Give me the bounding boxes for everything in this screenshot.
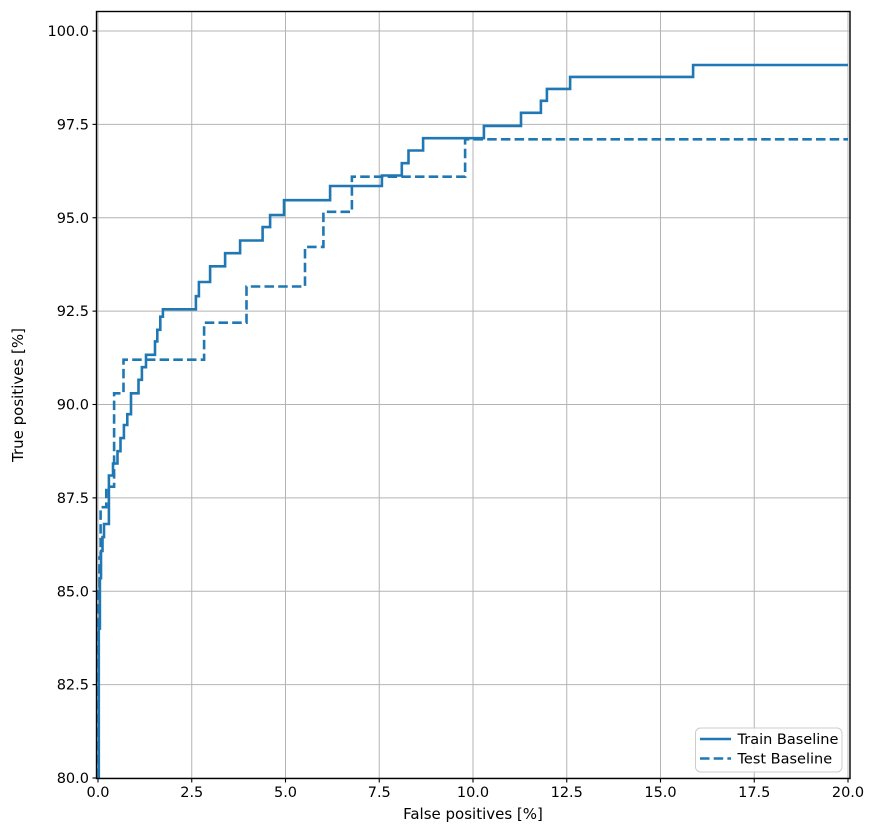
x-tick-label: 15.0 [644, 785, 676, 801]
x-tick-label: 5.0 [274, 785, 297, 801]
y-tick-label: 90.0 [57, 398, 89, 414]
x-tick-label: 0.0 [86, 785, 109, 801]
legend-train-label: Train Baseline [737, 732, 839, 748]
x-axis-label: False positives [%] [403, 805, 543, 823]
x-tick-label: 2.5 [180, 785, 203, 801]
axis-ticks [92, 30, 849, 783]
series-lines [97, 63, 848, 778]
series-test-baseline [97, 138, 848, 778]
y-tick-label: 85.0 [57, 584, 89, 600]
tick-labels: 0.0 2.5 5.0 7.5 10.0 12.5 15.0 17.5 20.0 80.0 82.5… [47, 24, 864, 801]
x-tick-label: 7.5 [368, 785, 391, 801]
series-train-baseline [97, 63, 848, 778]
y-tick-label: 100.0 [47, 24, 89, 40]
y-tick-label: 87.5 [57, 491, 89, 507]
x-tick-label: 17.5 [738, 785, 770, 801]
y-tick-label: 82.5 [57, 678, 89, 694]
x-tick-label: 10.0 [457, 785, 489, 801]
y-tick-label: 80.0 [57, 771, 89, 787]
y-axis-label: True positives [%] [9, 328, 27, 463]
y-tick-label: 95.0 [57, 211, 89, 227]
y-tick-label: 92.5 [57, 304, 89, 320]
y-tick-label: 97.5 [57, 117, 89, 133]
legend-box [695, 727, 843, 773]
x-tick-label: 20.0 [832, 785, 864, 801]
legend: Train Baseline Test Baseline [695, 727, 843, 773]
x-tick-label: 12.5 [551, 785, 583, 801]
legend-test-label: Test Baseline [737, 752, 833, 768]
